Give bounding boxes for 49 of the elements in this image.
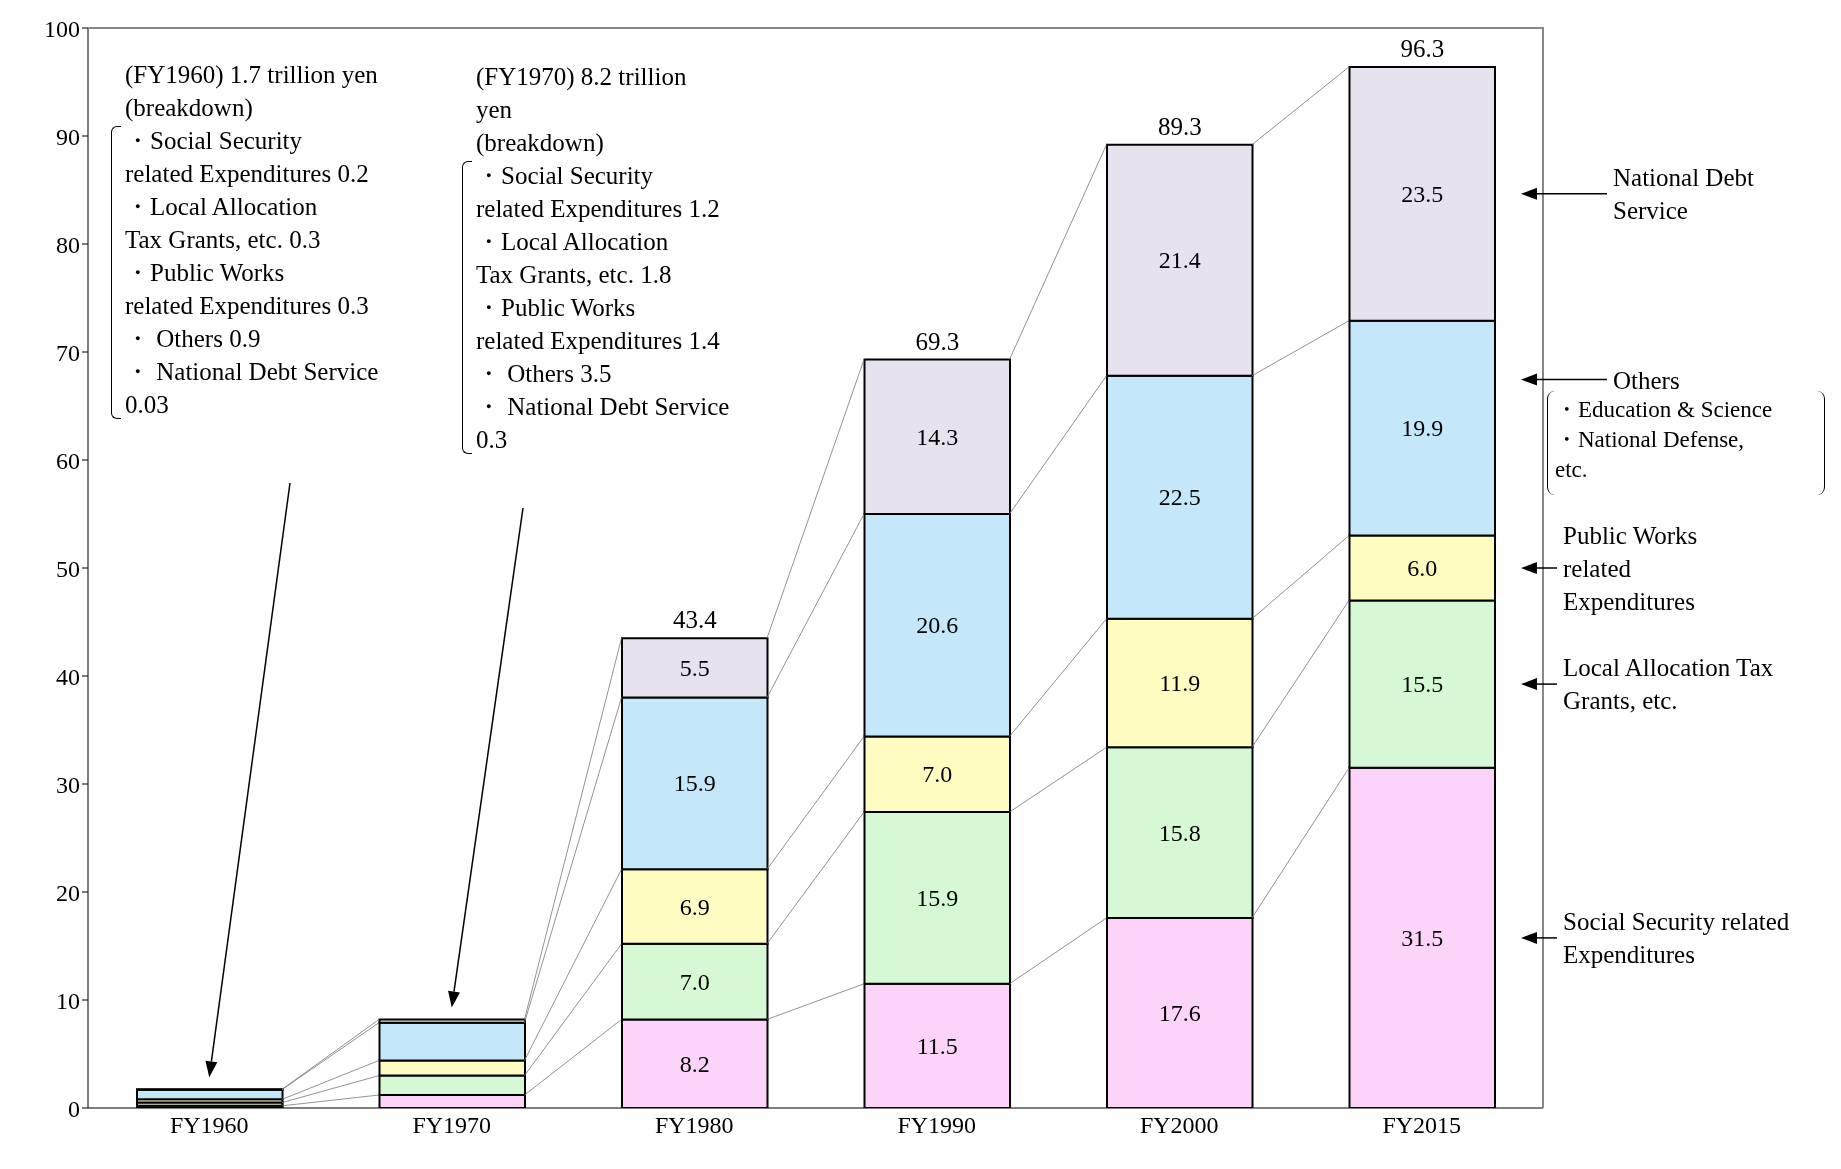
data-label: 21.4 [1158, 247, 1201, 274]
y-tick-label: 20 [56, 879, 80, 906]
data-label: 15.9 [673, 770, 716, 797]
data-label: 6.9 [679, 893, 710, 920]
y-tick-label: 10 [56, 987, 80, 1014]
data-label: 17.6 [1158, 999, 1201, 1026]
data-label: 15.9 [916, 884, 959, 911]
y-tick-label: 50 [56, 555, 80, 582]
data-label: 7.0 [922, 761, 953, 788]
y-tick-label: 100 [44, 15, 80, 42]
text: ・Education & Science ・National Defense, etc. [1555, 396, 1774, 485]
y-tick-label: 30 [56, 771, 80, 798]
total-label: 89.3 [1157, 112, 1202, 140]
x-tick-label: FY2000 [1139, 1112, 1219, 1139]
total-label: 69.3 [915, 327, 960, 355]
y-tick-label: 80 [56, 231, 80, 258]
data-label: 23.5 [1401, 180, 1444, 207]
x-tick-label: FY2015 [1382, 1112, 1462, 1139]
data-label: 31.5 [1401, 924, 1444, 951]
data-label: 19.9 [1401, 415, 1444, 442]
data-label: 22.5 [1158, 484, 1201, 511]
text: (FY1970) 8.2 trillion yen (breakdown) ・Social Security related Expenditures 1.2 ・Local Allocation Tax Grants, etc. 1.8 ・Public Works related Expenditures 1.4 ・ Others 3.5 ・ National Debt Service 0.3 [476, 63, 730, 453]
data-label: 15.5 [1401, 671, 1444, 698]
total-label: 96.3 [1400, 34, 1445, 62]
y-tick-label: 70 [56, 339, 80, 366]
legend-label: Public Works related Expenditures [1563, 520, 1699, 617]
legend-label: Local Allocation Tax Grants, etc. [1563, 653, 1775, 717]
data-label: 20.6 [916, 612, 959, 639]
x-tick-label: FY1980 [654, 1112, 734, 1139]
data-label: 6.0 [1407, 555, 1438, 581]
data-label: 5.5 [679, 654, 710, 681]
text: (FY1960) 1.7 trillion yen (breakdown) ・Social Security related Expenditures 0.2 ・Local Allocation Tax Grants, etc. 0.3 ・Public Works related Expenditures 0.3 ・ Others 0.9 ・ National Debt Service 0.03 [125, 61, 379, 418]
x-tick-label: FY1990 [897, 1112, 977, 1139]
y-tick-label: 60 [56, 447, 80, 474]
total-label: 43.4 [672, 606, 718, 634]
y-tick-label: 90 [56, 123, 80, 150]
y-tick-label: 40 [56, 663, 80, 690]
x-tick-label: FY1960 [169, 1112, 249, 1139]
legend-label: National Debt Service [1613, 162, 1755, 226]
y-tick-label: 0 [68, 1095, 80, 1122]
data-label: 14.3 [916, 423, 959, 450]
data-label: 15.8 [1158, 819, 1201, 846]
legend-label: Others [1613, 365, 1681, 396]
x-tick-label: FY1970 [412, 1112, 492, 1139]
data-label: 8.2 [679, 1050, 710, 1077]
data-label: 11.9 [1159, 670, 1201, 697]
data-label: 11.5 [916, 1032, 958, 1059]
legend-label: Social Security related Expenditures [1563, 906, 1791, 970]
data-label: 7.0 [679, 968, 710, 995]
